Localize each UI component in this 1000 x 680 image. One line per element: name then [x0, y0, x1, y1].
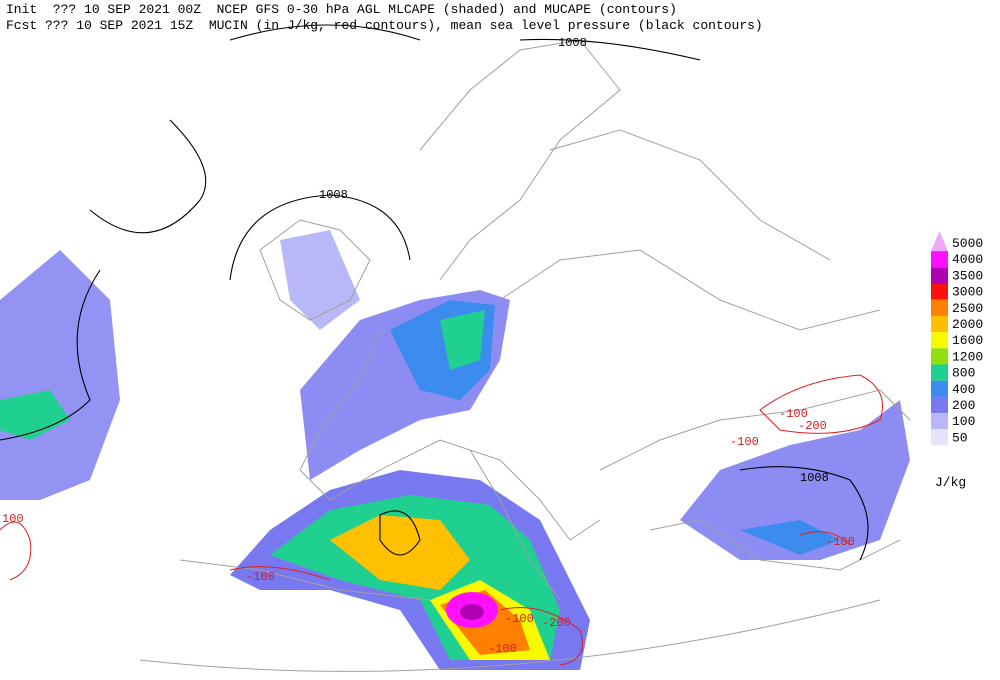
- legend-label: 800: [952, 366, 975, 381]
- header-line: Init ??? 10 SEP 2021 00Z NCEP GFS 0-30 h…: [6, 2, 677, 17]
- legend-label: 3000: [952, 285, 983, 300]
- contour-label: 1008: [319, 188, 348, 202]
- legend-label: 1200: [952, 349, 983, 364]
- legend-label: 2500: [952, 301, 983, 316]
- contour-label: -100: [826, 535, 855, 549]
- legend-label: 50: [952, 430, 968, 445]
- contour-label: -200: [542, 616, 571, 630]
- legend-label: 3500: [952, 268, 983, 283]
- legend-label: 400: [952, 382, 975, 397]
- contour-label: -100: [246, 570, 275, 584]
- legend-label: 4000: [952, 252, 983, 267]
- contour-label: -100: [779, 407, 808, 421]
- legend-label: 1600: [952, 333, 983, 348]
- cin-contours: [0, 374, 883, 666]
- legend-swatch: [931, 396, 948, 414]
- header-line: Fcst ??? 10 SEP 2021 15Z MUCIN (in J/kg,…: [6, 18, 763, 33]
- coastlines: [139, 39, 911, 672]
- contour-label: 1008: [800, 471, 829, 485]
- contour-label: -100: [730, 435, 759, 449]
- legend-swatch: [931, 332, 948, 349]
- legend-swatch: [931, 230, 948, 252]
- contour-label: -100: [505, 612, 534, 626]
- contour-label: 1008: [558, 36, 587, 50]
- legend-swatch: [931, 429, 948, 446]
- legend-label: 100: [952, 414, 975, 429]
- contour-label: 100: [2, 512, 24, 526]
- legend-label: 200: [952, 398, 975, 413]
- contour-label: -200: [798, 419, 827, 433]
- legend-swatch: [931, 299, 948, 316]
- legend-swatch: [931, 251, 948, 268]
- legend-swatch: [931, 348, 948, 365]
- contour-label: -100: [488, 642, 517, 656]
- legend-label: 5000: [952, 236, 983, 251]
- isobars: [0, 24, 869, 561]
- legend-unit: J/kg: [935, 475, 966, 490]
- legend-swatch: [931, 413, 948, 430]
- legend-swatch: [931, 283, 948, 300]
- legend-label: 2000: [952, 317, 983, 332]
- legend-swatch: [931, 364, 948, 381]
- legend-swatch: [931, 267, 948, 284]
- contour-labels: 1008 1008 1008 -100 -200 -100 100 -100 -…: [2, 36, 855, 656]
- legend-swatch: [931, 315, 948, 333]
- legend-swatch: [931, 380, 948, 397]
- cape-shading: [0, 230, 910, 670]
